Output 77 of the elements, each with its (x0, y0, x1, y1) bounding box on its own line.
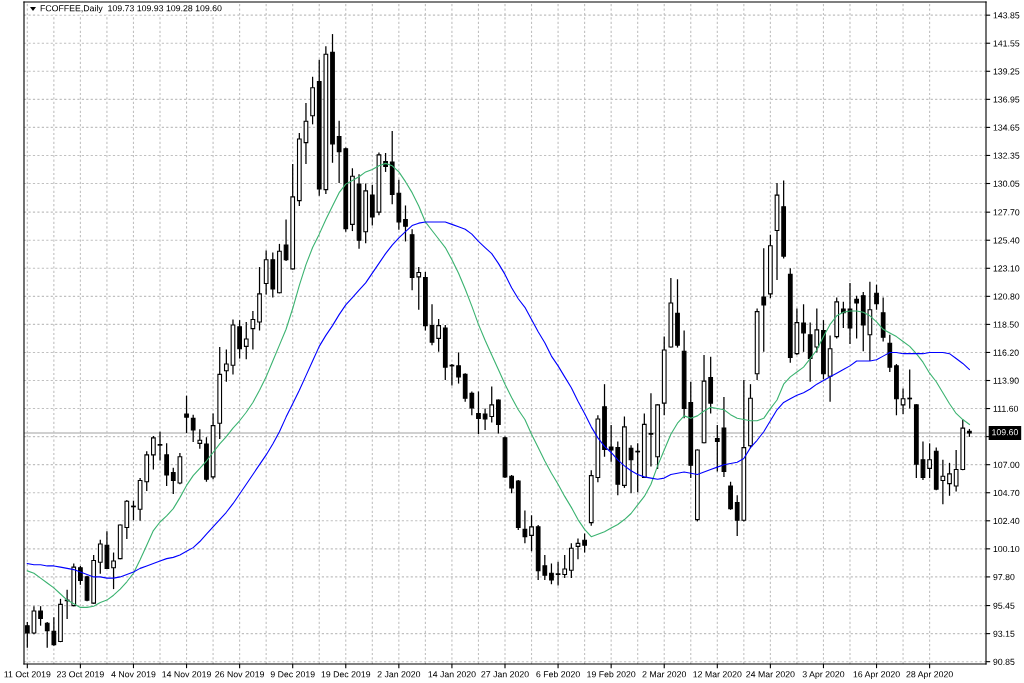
y-tick-label: 120.80 (993, 293, 1020, 300)
x-tick-label: 14 Jan 2020 (428, 671, 476, 678)
y-tick-label: 136.95 (993, 96, 1020, 103)
y-tick-label: 143.85 (993, 12, 1020, 19)
line-series (26, 221, 970, 579)
candlestick (456, 351, 461, 385)
y-tick-label: 97.80 (993, 573, 1015, 581)
candlestick (223, 348, 229, 383)
candlestick (761, 247, 767, 353)
x-tick-label: 3 Apr 2020 (802, 671, 845, 680)
candlestick (184, 395, 189, 434)
candlestick (197, 428, 203, 450)
candlestick (887, 334, 893, 373)
candlestick (51, 616, 57, 647)
y-tick-label: 116.20 (993, 349, 1019, 356)
candlestick (854, 295, 860, 340)
x-tick-label: 27 Jan 2020 (481, 671, 529, 678)
candlestick (190, 414, 196, 443)
x-tick-label: 28 Apr 2020 (906, 671, 953, 680)
x-tick-label: 16 Apr 2020 (853, 671, 900, 680)
y-tick-label: 113.90 (993, 377, 1019, 384)
x-tick-label: 2 Mar 2020 (642, 671, 687, 678)
candlestick (947, 462, 952, 497)
candlestick (243, 321, 249, 360)
candlestick (529, 514, 534, 552)
y-tick-label: 118.50 (993, 321, 1019, 328)
x-tick-label: 24 Mar 2020 (746, 671, 795, 678)
y-tick-label: 123.10 (993, 265, 1020, 272)
x-tick-label: 14 Nov 2019 (162, 671, 211, 678)
candlestick (150, 435, 156, 471)
chart-title: FCOFFEE,Daily 109.73 109.93 109.28 109.60 (40, 4, 222, 14)
y-tick-label: 95.45 (993, 602, 1015, 609)
candlestick (38, 605, 43, 627)
y-tick-label: 139.25 (993, 68, 1020, 75)
candlestick (522, 509, 528, 544)
candlestick (111, 551, 116, 590)
candlestick (927, 442, 932, 479)
candlestick (801, 303, 806, 353)
ref-line-label: 109.60 (992, 429, 1018, 436)
candlestick (237, 319, 243, 360)
x-tick-label: 19 Dec 2019 (321, 671, 371, 678)
y-tick-label: 134.65 (993, 124, 1020, 131)
candlestick (164, 442, 170, 487)
x-tick-label: 23 Oct 2019 (57, 671, 104, 678)
y-tick-label: 93.15 (993, 630, 1015, 637)
y-tick-label: 130.05 (993, 180, 1020, 187)
y-tick-label: 107.00 (993, 461, 1020, 468)
candlestick (549, 562, 554, 585)
candlestick (250, 310, 256, 351)
y-tick-label: 90.85 (993, 658, 1015, 665)
candlestick (509, 474, 515, 494)
candlestick (874, 284, 879, 311)
candlestick (44, 621, 50, 649)
candlestick (403, 204, 408, 243)
y-tick-label: 104.70 (993, 489, 1020, 496)
x-tick-label: 26 Nov 2019 (215, 671, 265, 678)
x-tick-label: 4 Nov 2019 (111, 671, 156, 678)
y-tick-label: 127.70 (993, 209, 1020, 216)
y-tick-label: 102.40 (993, 517, 1020, 525)
y-tick-label: 125.40 (993, 237, 1020, 244)
candlestick (157, 431, 163, 462)
y-tick-label: 132.35 (993, 152, 1020, 159)
x-tick-label: 11 Oct 2019 (4, 671, 51, 678)
y-tick-label: 141.55 (993, 40, 1020, 47)
y-tick-label: 111.60 (993, 405, 1019, 412)
candlestick (728, 481, 733, 511)
candlestick (436, 318, 442, 353)
x-tick-label: 6 Feb 2020 (536, 670, 580, 678)
candlestick (582, 532, 587, 554)
line-series (26, 162, 970, 608)
x-tick-label: 19 Feb 2020 (587, 670, 636, 678)
candlestick (476, 390, 481, 435)
y-tick-label: 100.10 (993, 545, 1020, 553)
x-tick-label: 9 Dec 2019 (270, 671, 315, 678)
x-tick-label: 12 Mar 2020 (693, 671, 742, 678)
candlestick (568, 542, 574, 579)
x-tick-label: 2 Jan 2020 (377, 671, 421, 678)
